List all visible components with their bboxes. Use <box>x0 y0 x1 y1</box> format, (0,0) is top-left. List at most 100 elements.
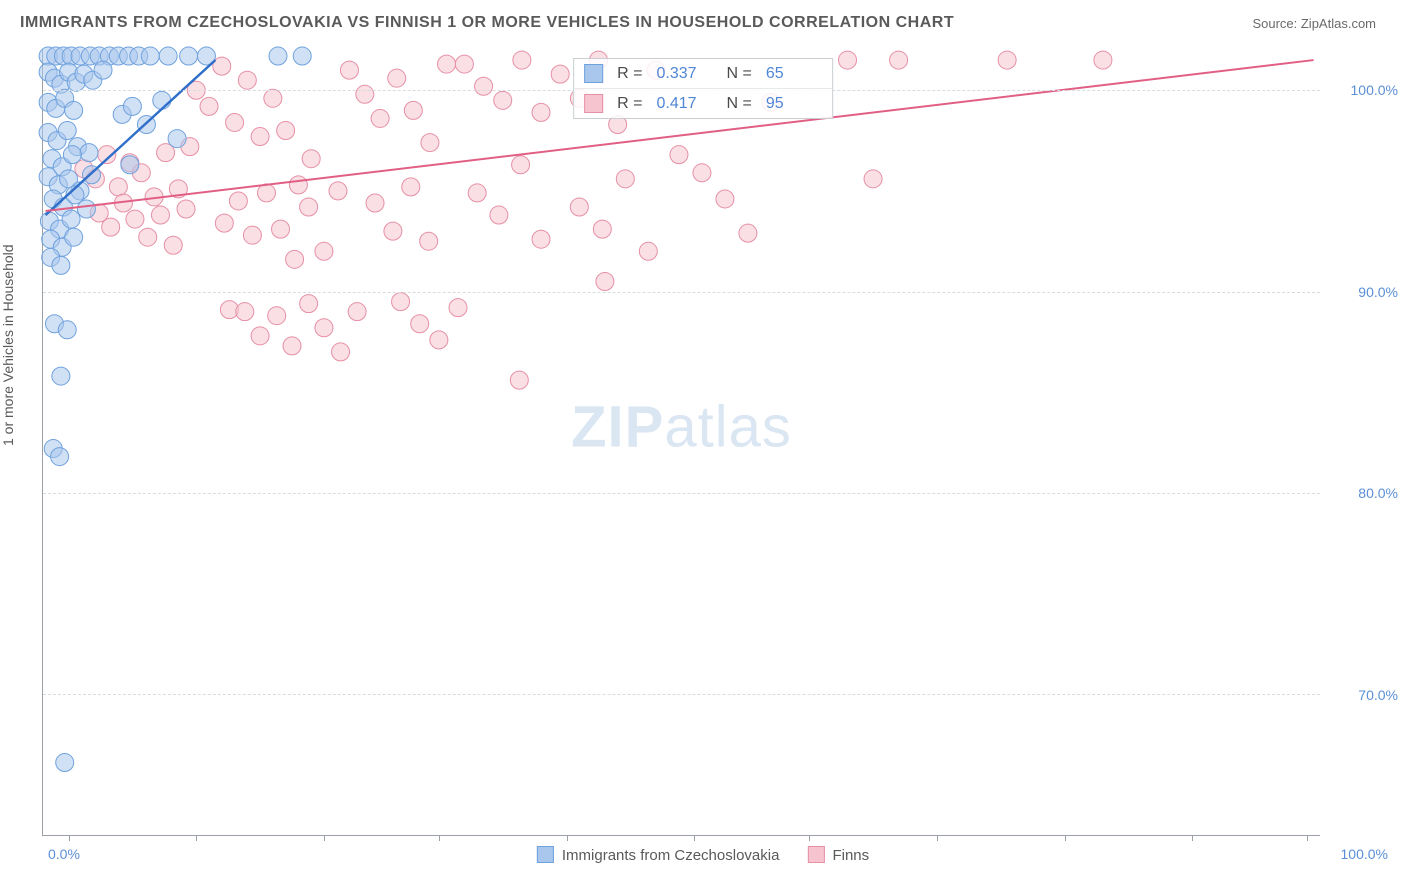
x-tick-mark <box>809 835 810 841</box>
data-point <box>300 295 318 313</box>
data-point <box>56 754 74 772</box>
data-point <box>264 89 282 107</box>
data-point <box>243 226 261 244</box>
data-point <box>449 299 467 317</box>
legend-item: Immigrants from Czechoslovakia <box>537 846 780 864</box>
data-point <box>998 51 1016 69</box>
data-point <box>141 47 159 65</box>
data-point <box>348 303 366 321</box>
data-point <box>213 57 231 75</box>
x-tick-mark <box>69 835 70 841</box>
stats-row: R = 0.417 N = 95 <box>574 88 832 118</box>
stat-r-value: 0.337 <box>657 66 709 82</box>
data-point <box>329 182 347 200</box>
stat-n-value: 95 <box>766 96 818 112</box>
data-point <box>532 230 550 248</box>
stats-swatch <box>584 94 603 113</box>
data-point <box>123 97 141 115</box>
data-point <box>494 91 512 109</box>
data-point <box>570 198 588 216</box>
data-point <box>402 178 420 196</box>
data-point <box>551 65 569 83</box>
y-tick-label: 90.0% <box>1358 284 1398 300</box>
data-point <box>475 77 493 95</box>
y-axis-label: 1 or more Vehicles in Household <box>0 244 16 446</box>
data-point <box>430 331 448 349</box>
data-point <box>332 343 350 361</box>
data-point <box>388 69 406 87</box>
bottom-legend: Immigrants from CzechoslovakiaFinns <box>537 846 869 864</box>
data-point <box>159 47 177 65</box>
stat-r-value: 0.417 <box>657 96 709 112</box>
stat-n-label: N = <box>727 96 752 112</box>
x-tick-right: 100.0% <box>1341 846 1388 862</box>
data-point <box>596 272 614 290</box>
correlation-stats-box: R = 0.337 N = 65 R = 0.417 N = 95 <box>573 58 833 119</box>
data-point <box>371 109 389 127</box>
legend-swatch <box>537 846 554 863</box>
data-point <box>411 315 429 333</box>
data-point <box>226 113 244 131</box>
data-point <box>510 371 528 389</box>
data-point <box>121 156 139 174</box>
data-point <box>384 222 402 240</box>
stat-r-label: R = <box>617 66 642 82</box>
data-point <box>272 220 290 238</box>
x-tick-mark <box>937 835 938 841</box>
data-point <box>62 210 80 228</box>
data-point <box>283 337 301 355</box>
scatter-svg <box>43 50 1320 835</box>
data-point <box>268 307 286 325</box>
data-point <box>51 448 69 466</box>
data-point <box>864 170 882 188</box>
data-point <box>716 190 734 208</box>
data-point <box>65 228 83 246</box>
x-tick-mark <box>567 835 568 841</box>
data-point <box>229 192 247 210</box>
stats-row: R = 0.337 N = 65 <box>574 59 832 88</box>
data-point <box>356 85 374 103</box>
y-tick-label: 100.0% <box>1351 82 1398 98</box>
y-tick-label: 70.0% <box>1358 687 1398 703</box>
data-point <box>438 55 456 73</box>
data-point <box>109 178 127 196</box>
data-point <box>200 97 218 115</box>
data-point <box>58 122 76 140</box>
data-point <box>421 134 439 152</box>
x-tick-mark <box>1307 835 1308 841</box>
data-point <box>490 206 508 224</box>
data-point <box>126 210 144 228</box>
stat-r-label: R = <box>617 96 642 112</box>
stat-n-value: 65 <box>766 66 818 82</box>
data-point <box>532 103 550 121</box>
stat-n-label: N = <box>727 66 752 82</box>
source-attribution: Source: ZipAtlas.com <box>1252 16 1376 31</box>
data-point <box>286 250 304 268</box>
data-point <box>215 214 233 232</box>
data-point <box>251 128 269 146</box>
data-point <box>455 55 473 73</box>
data-point <box>404 101 422 119</box>
data-point <box>269 47 287 65</box>
chart-title: IMMIGRANTS FROM CZECHOSLOVAKIA VS FINNIS… <box>20 14 954 32</box>
data-point <box>315 319 333 337</box>
y-tick-label: 80.0% <box>1358 485 1398 501</box>
data-point <box>289 176 307 194</box>
data-point <box>277 122 295 140</box>
data-point <box>102 218 120 236</box>
data-point <box>890 51 908 69</box>
grid-line <box>43 694 1320 695</box>
data-point <box>139 228 157 246</box>
data-point <box>293 47 311 65</box>
data-point <box>168 130 186 148</box>
plot-area: ZIPatlas <box>42 50 1320 836</box>
data-point <box>177 200 195 218</box>
data-point <box>164 236 182 254</box>
data-point <box>151 206 169 224</box>
x-tick-mark <box>1065 835 1066 841</box>
data-point <box>94 61 112 79</box>
x-tick-mark <box>324 835 325 841</box>
data-point <box>300 198 318 216</box>
data-point <box>315 242 333 260</box>
data-point <box>52 256 70 274</box>
